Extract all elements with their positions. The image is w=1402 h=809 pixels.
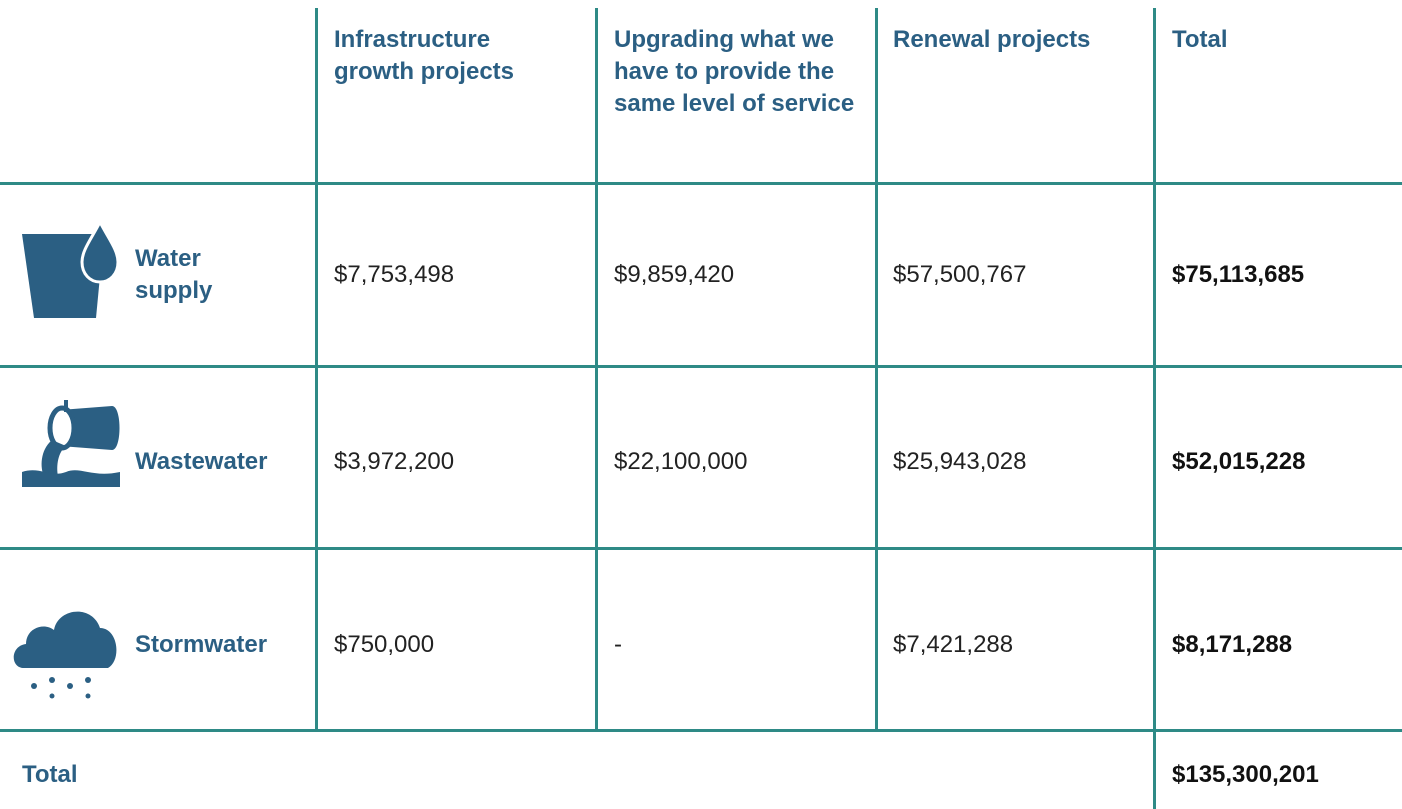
- cell: $750,000: [334, 631, 435, 658]
- stormwater-icon: [13, 611, 117, 699]
- row-label: Water supply: [135, 245, 213, 304]
- column-header: Renewal projects: [893, 26, 1091, 53]
- cell: $7,753,498: [334, 261, 455, 288]
- column-divider: [595, 8, 598, 730]
- cell: $57,500,767: [893, 261, 1027, 288]
- cell: $7,421,288: [893, 631, 1014, 658]
- cell: $22,100,000: [614, 448, 748, 475]
- cell: $3,972,200: [334, 448, 455, 475]
- row-label: Stormwater: [135, 631, 268, 658]
- footer-label: Total: [22, 761, 78, 788]
- row-total: $8,171,288: [1172, 631, 1293, 658]
- row-divider: [0, 729, 1402, 732]
- column-divider: [1153, 8, 1156, 809]
- column-header: Infrastructure growth projects: [334, 26, 515, 85]
- row-total: $52,015,228: [1172, 448, 1306, 475]
- row-divider: [0, 547, 1402, 550]
- cell: $9,859,420: [614, 261, 735, 288]
- grand-total: $135,300,201: [1172, 761, 1319, 788]
- cell: $25,943,028: [893, 448, 1027, 475]
- row-divider: [0, 182, 1402, 185]
- column-divider: [315, 8, 318, 730]
- column-header: Upgrading what we have to provide the sa…: [614, 26, 855, 117]
- water-icon: [22, 218, 120, 318]
- column-header: Total: [1172, 26, 1228, 53]
- column-divider: [875, 8, 878, 730]
- wastewater-icon: [22, 400, 120, 487]
- row-total: $75,113,685: [1172, 261, 1305, 288]
- row-label: Wastewater: [135, 448, 268, 475]
- cell: -: [614, 631, 622, 658]
- row-divider: [0, 365, 1402, 368]
- row-icons: [13, 218, 120, 699]
